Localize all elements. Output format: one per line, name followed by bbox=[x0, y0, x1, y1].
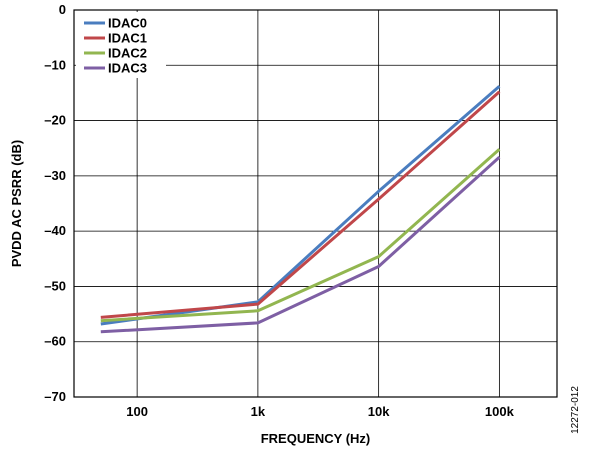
x-tick-label: 10k bbox=[368, 404, 390, 419]
y-tick-label: –70 bbox=[44, 389, 66, 404]
x-tick-label: 100k bbox=[485, 404, 515, 419]
series-line-idac2 bbox=[100, 148, 501, 323]
series-lines bbox=[100, 85, 501, 334]
x-tick-label: 1k bbox=[251, 404, 266, 419]
x-tick-labels: 100 1k 10k 100k bbox=[126, 404, 514, 419]
figure-id: 12272-012 bbox=[570, 386, 581, 434]
legend-label: IDAC3 bbox=[108, 61, 147, 76]
y-tick-label: –20 bbox=[44, 113, 66, 128]
plot-frame bbox=[73, 9, 558, 398]
y-tick-label: –30 bbox=[44, 168, 66, 183]
y-axis-title: PVDD AC PSRR (dB) bbox=[9, 140, 24, 267]
x-tick-label: 100 bbox=[126, 404, 148, 419]
y-tick-label: –60 bbox=[44, 334, 66, 349]
legend-label: IDAC0 bbox=[108, 16, 147, 31]
y-tick-label: –10 bbox=[44, 57, 66, 72]
series-line-idac1 bbox=[100, 90, 501, 319]
y-tick-labels: 0 –10 –20 –30 –40 –50 –60 –70 bbox=[44, 2, 66, 404]
y-tick-label: –50 bbox=[44, 278, 66, 293]
y-tick-label: 0 bbox=[59, 2, 66, 17]
legend-label: IDAC2 bbox=[108, 46, 147, 61]
y-tick-label: –40 bbox=[44, 223, 66, 238]
series-line-idac3 bbox=[100, 155, 501, 334]
x-axis-title: FREQUENCY (Hz) bbox=[261, 431, 371, 446]
series-line-idac0 bbox=[100, 85, 501, 326]
legend-label: IDAC1 bbox=[108, 31, 147, 46]
